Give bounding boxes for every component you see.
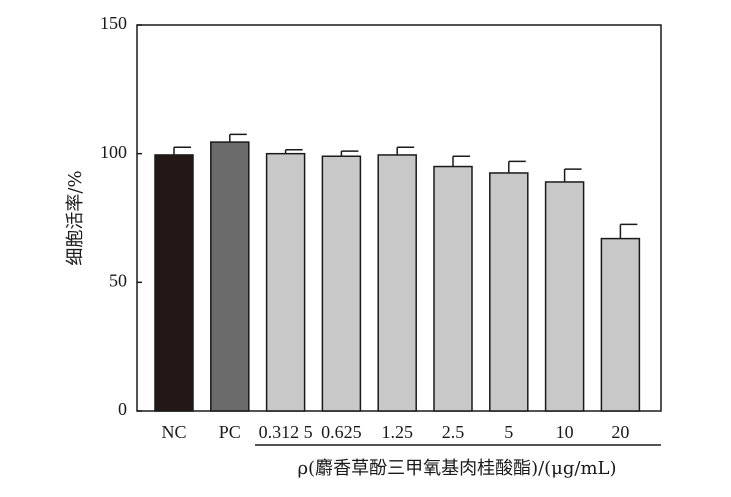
y-tick-label: 50	[109, 270, 127, 290]
bar	[489, 172, 529, 412]
x-axis: NC PC 0.312 5 0.625 1.25 2.5 5 10 20	[161, 422, 629, 442]
x-tick-label: 0.312 5	[259, 422, 313, 442]
bar	[544, 181, 585, 412]
bars	[154, 133, 641, 412]
x-tick-label: 20	[611, 422, 629, 442]
x-tick-label: 0.625	[321, 422, 362, 442]
y-axis: 0 50 100 150	[100, 13, 142, 419]
y-tick-label: 100	[100, 142, 127, 162]
y-axis-title: 细胞活率/%	[65, 170, 86, 265]
x-tick-label: NC	[161, 422, 186, 442]
x-tick-label: 2.5	[442, 422, 465, 442]
bar	[321, 155, 362, 412]
bar	[600, 237, 641, 412]
bar	[265, 152, 306, 412]
bar	[210, 141, 250, 412]
x-tick-label: 1.25	[381, 422, 413, 442]
bar	[377, 154, 417, 412]
bar	[154, 154, 194, 412]
y-tick-label: 150	[100, 13, 127, 33]
y-tick-label: 0	[118, 399, 127, 419]
x-tick-label: PC	[219, 422, 241, 442]
x-axis-title: ρ(麝香草酚三甲氧基肉桂酸酯)/(μg/mL)	[297, 458, 616, 479]
x-tick-label: 10	[556, 422, 574, 442]
bar	[433, 165, 473, 412]
x-tick-label: 5	[504, 422, 513, 442]
